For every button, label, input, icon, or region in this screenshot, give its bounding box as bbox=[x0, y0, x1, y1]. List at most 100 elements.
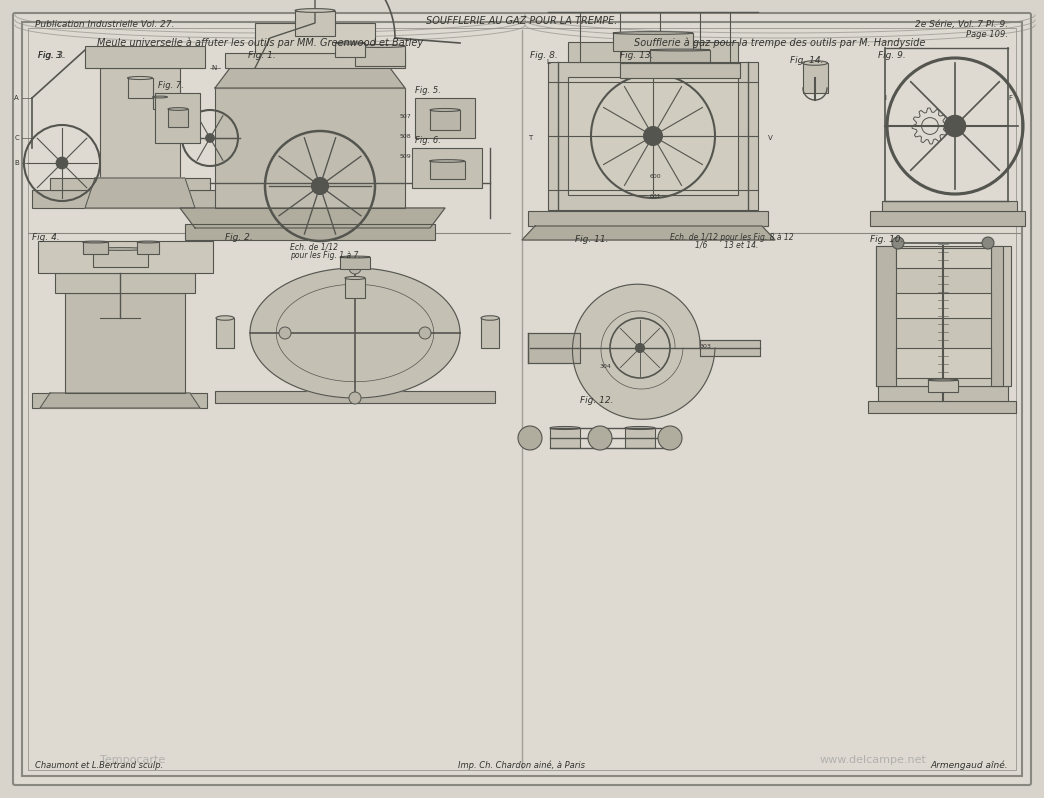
Text: SOUFFLERIE AU GAZ POUR LA TREMPE.: SOUFFLERIE AU GAZ POUR LA TREMPE. bbox=[426, 16, 618, 26]
Bar bbox=[429, 161, 465, 179]
Text: Imp. Ch. Chardon ainé, à Paris: Imp. Ch. Chardon ainé, à Paris bbox=[458, 760, 586, 770]
Polygon shape bbox=[40, 393, 200, 408]
FancyBboxPatch shape bbox=[528, 211, 768, 226]
FancyBboxPatch shape bbox=[55, 273, 195, 293]
FancyBboxPatch shape bbox=[620, 63, 740, 78]
Text: Soufflerie à gaz pour la trempe des outils par M. Handyside: Soufflerie à gaz pour la trempe des outi… bbox=[635, 38, 926, 49]
Circle shape bbox=[588, 426, 612, 450]
Bar bbox=[168, 109, 188, 127]
Bar bbox=[216, 318, 234, 348]
Text: C: C bbox=[15, 135, 19, 141]
Polygon shape bbox=[572, 284, 715, 419]
Circle shape bbox=[56, 157, 68, 168]
FancyBboxPatch shape bbox=[876, 246, 896, 386]
Ellipse shape bbox=[613, 32, 693, 34]
Circle shape bbox=[644, 127, 662, 145]
Circle shape bbox=[982, 237, 994, 249]
FancyBboxPatch shape bbox=[215, 88, 405, 208]
Circle shape bbox=[892, 237, 904, 249]
FancyBboxPatch shape bbox=[699, 340, 760, 356]
FancyBboxPatch shape bbox=[32, 190, 232, 208]
FancyBboxPatch shape bbox=[876, 246, 1011, 386]
Ellipse shape bbox=[82, 241, 108, 243]
Text: Ech. de 1/12 pour les Fig. 8 à 12: Ech. de 1/12 pour les Fig. 8 à 12 bbox=[670, 233, 793, 242]
Text: Page 109.: Page 109. bbox=[966, 30, 1009, 39]
Text: Fig. 5.: Fig. 5. bbox=[416, 86, 441, 95]
Ellipse shape bbox=[93, 247, 147, 251]
Ellipse shape bbox=[335, 42, 365, 44]
Bar bbox=[93, 249, 147, 267]
Ellipse shape bbox=[345, 276, 365, 279]
FancyBboxPatch shape bbox=[896, 293, 991, 318]
Text: Fig. 8.: Fig. 8. bbox=[530, 51, 557, 60]
FancyBboxPatch shape bbox=[991, 246, 1003, 386]
Bar bbox=[295, 10, 335, 35]
Circle shape bbox=[206, 134, 214, 142]
FancyBboxPatch shape bbox=[868, 401, 1016, 413]
Ellipse shape bbox=[152, 96, 167, 98]
Bar bbox=[335, 43, 365, 57]
Text: 509: 509 bbox=[400, 154, 411, 159]
Circle shape bbox=[312, 178, 328, 194]
Text: 303: 303 bbox=[699, 344, 712, 349]
Ellipse shape bbox=[928, 379, 958, 381]
FancyBboxPatch shape bbox=[85, 46, 205, 68]
FancyBboxPatch shape bbox=[155, 93, 200, 143]
Text: Fig. 13.: Fig. 13. bbox=[620, 51, 654, 60]
Ellipse shape bbox=[216, 316, 234, 320]
Ellipse shape bbox=[127, 77, 152, 80]
Bar bbox=[481, 318, 499, 348]
Circle shape bbox=[658, 426, 682, 450]
Bar bbox=[340, 257, 370, 269]
Ellipse shape bbox=[803, 61, 828, 65]
Text: www.delcampe.net: www.delcampe.net bbox=[820, 755, 927, 765]
Circle shape bbox=[518, 426, 542, 450]
Text: Fig. 2.: Fig. 2. bbox=[226, 233, 253, 242]
Circle shape bbox=[636, 343, 644, 353]
Bar bbox=[625, 428, 655, 448]
Bar bbox=[803, 63, 828, 93]
Text: Armengaud aîné.: Armengaud aîné. bbox=[930, 760, 1009, 770]
Bar bbox=[345, 278, 365, 298]
Ellipse shape bbox=[355, 45, 405, 48]
Ellipse shape bbox=[481, 316, 499, 320]
FancyBboxPatch shape bbox=[32, 393, 207, 408]
Text: 600: 600 bbox=[650, 174, 662, 179]
Text: V: V bbox=[767, 135, 773, 141]
Text: 508: 508 bbox=[400, 134, 411, 139]
FancyBboxPatch shape bbox=[870, 211, 1025, 226]
FancyBboxPatch shape bbox=[568, 77, 738, 195]
Ellipse shape bbox=[430, 109, 460, 112]
FancyBboxPatch shape bbox=[255, 23, 375, 53]
Polygon shape bbox=[522, 226, 775, 240]
Text: 2e Série, Vol. 7 Pl. 9.: 2e Série, Vol. 7 Pl. 9. bbox=[915, 20, 1009, 29]
Bar bbox=[430, 110, 460, 130]
FancyBboxPatch shape bbox=[878, 386, 1009, 401]
Text: Fig. 12.: Fig. 12. bbox=[580, 396, 614, 405]
FancyBboxPatch shape bbox=[215, 391, 495, 403]
Circle shape bbox=[945, 116, 966, 136]
Ellipse shape bbox=[137, 241, 159, 243]
Text: Fig. 14.: Fig. 14. bbox=[790, 56, 824, 65]
Bar bbox=[613, 33, 693, 51]
FancyBboxPatch shape bbox=[65, 293, 185, 393]
Bar bbox=[928, 380, 958, 392]
Text: Chaumont et L.Bertrand sculp.: Chaumont et L.Bertrand sculp. bbox=[35, 761, 163, 770]
Text: Ech. de 1/12: Ech. de 1/12 bbox=[290, 243, 338, 252]
Ellipse shape bbox=[340, 256, 370, 258]
Text: Fig. 10.: Fig. 10. bbox=[870, 235, 903, 244]
Bar bbox=[127, 78, 152, 98]
Text: Fig. 3.: Fig. 3. bbox=[38, 51, 66, 60]
Polygon shape bbox=[85, 178, 195, 208]
FancyBboxPatch shape bbox=[528, 333, 580, 363]
Text: Fig. 6.: Fig. 6. bbox=[416, 136, 441, 145]
Text: A: A bbox=[15, 95, 19, 101]
Text: Fig. 4.: Fig. 4. bbox=[32, 233, 60, 242]
Text: Fig. 7.: Fig. 7. bbox=[158, 81, 184, 90]
Text: 601: 601 bbox=[650, 194, 662, 199]
FancyBboxPatch shape bbox=[185, 224, 435, 240]
FancyBboxPatch shape bbox=[896, 348, 991, 378]
Text: Tempocarte: Tempocarte bbox=[100, 755, 165, 765]
FancyBboxPatch shape bbox=[416, 98, 475, 138]
FancyBboxPatch shape bbox=[548, 62, 758, 210]
